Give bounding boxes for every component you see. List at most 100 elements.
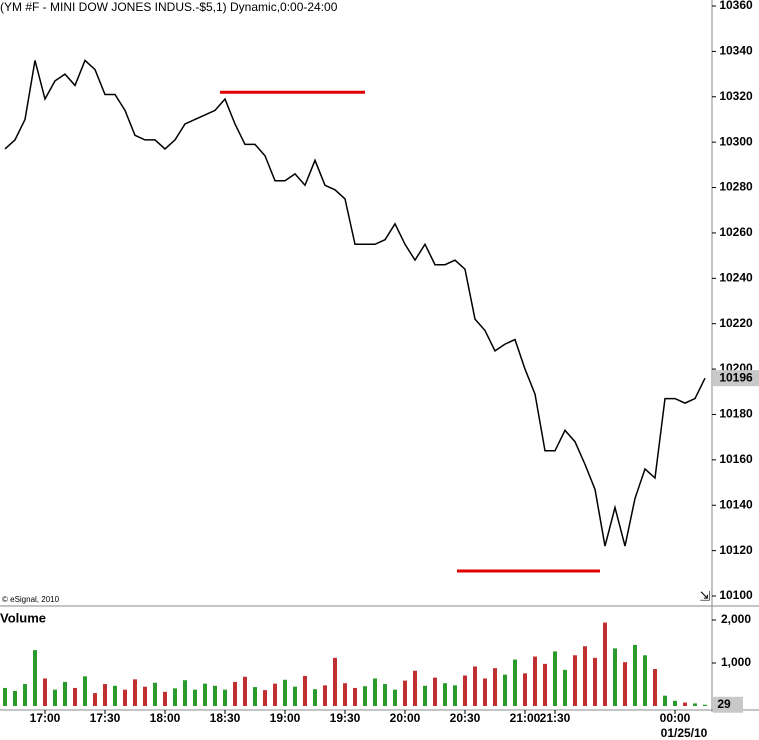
volume-bar <box>103 684 107 706</box>
scroll-icon[interactable]: ⇲ <box>700 588 711 603</box>
volume-bar <box>73 687 77 706</box>
volume-bar <box>393 689 397 706</box>
y-tick-label: 10100 <box>719 588 753 602</box>
volume-bar <box>23 684 27 706</box>
volume-bar <box>573 655 577 706</box>
volume-bar <box>483 678 487 706</box>
volume-bar <box>613 648 617 706</box>
x-tick-label: 20:30 <box>450 711 481 725</box>
x-tick-label: 17:30 <box>90 711 121 725</box>
volume-bar <box>643 655 647 706</box>
y-tick-label: 10140 <box>719 497 753 511</box>
current-volume-box <box>713 696 743 713</box>
volume-bar <box>303 675 307 706</box>
volume-bar <box>663 695 667 706</box>
volume-bar <box>33 650 37 706</box>
volume-bar <box>3 687 7 706</box>
y-tick-label: 10240 <box>719 270 753 284</box>
volume-y-tick-label: 1,000 <box>721 655 751 669</box>
volume-bar <box>693 703 697 706</box>
volume-bar <box>373 678 377 706</box>
volume-bar <box>433 677 437 706</box>
volume-bar <box>473 666 477 706</box>
volume-bar <box>263 690 267 706</box>
volume-bar <box>53 689 57 706</box>
x-tick-label: 18:30 <box>210 711 241 725</box>
volume-bar <box>333 657 337 706</box>
volume-bar <box>193 689 197 706</box>
date-label: 01/25/10 <box>661 726 708 740</box>
x-tick-label: 21:30 <box>540 711 571 725</box>
y-tick-label: 10300 <box>719 134 753 148</box>
volume-bar <box>153 682 157 706</box>
volume-bar <box>133 679 137 706</box>
volume-bar <box>543 663 547 706</box>
volume-bar <box>13 690 17 706</box>
volume-bar <box>623 662 627 706</box>
volume-bar <box>563 669 567 706</box>
volume-bar <box>283 679 287 706</box>
volume-bar <box>503 674 507 706</box>
volume-bar <box>493 668 497 706</box>
y-tick-label: 10320 <box>719 89 753 103</box>
volume-bar <box>603 622 607 706</box>
volume-bar <box>453 685 457 706</box>
volume-bar <box>553 651 557 706</box>
y-tick-label: 10220 <box>719 316 753 330</box>
volume-bar <box>293 686 297 706</box>
volume-bar <box>683 702 687 706</box>
copyright: © eSignal, 2010 <box>2 595 60 604</box>
volume-bar <box>223 689 227 706</box>
x-tick-label: 19:30 <box>330 711 361 725</box>
current-price-label: 10196 <box>719 370 753 384</box>
current-volume-label: 29 <box>717 697 731 711</box>
volume-bar <box>353 687 357 706</box>
x-tick-label: 17:00 <box>30 711 61 725</box>
chart-title: (YM #F - MINI DOW JONES INDUS.-$5,1) Dyn… <box>0 0 338 14</box>
y-tick-label: 10160 <box>719 452 753 466</box>
y-tick-label: 10280 <box>719 180 753 194</box>
volume-bar <box>163 691 167 706</box>
x-tick-label: 20:00 <box>390 711 421 725</box>
volume-bar <box>513 659 517 706</box>
volume-bar <box>633 644 637 706</box>
volume-bar <box>523 673 527 706</box>
volume-bar <box>113 685 117 706</box>
volume-bar <box>123 689 127 706</box>
volume-bar <box>43 678 47 706</box>
volume-bar <box>463 675 467 706</box>
volume-bar <box>323 685 327 706</box>
volume-bar <box>173 688 177 706</box>
y-tick-label: 10180 <box>719 407 753 421</box>
volume-bar <box>183 680 187 706</box>
volume-bar <box>63 681 67 706</box>
volume-bar <box>243 676 247 706</box>
y-tick-label: 10120 <box>719 543 753 557</box>
volume-bar <box>673 700 677 706</box>
volume-bar <box>213 685 217 706</box>
volume-bar <box>383 684 387 706</box>
volume-bar <box>143 686 147 706</box>
volume-bar <box>203 683 207 706</box>
y-tick-label: 10260 <box>719 225 753 239</box>
volume-bar <box>253 687 257 706</box>
volume-bar <box>423 685 427 706</box>
y-tick-label: 10360 <box>719 0 753 12</box>
volume-bar <box>233 681 237 706</box>
x-tick-label: 19:00 <box>270 711 301 725</box>
volume-bar <box>403 680 407 706</box>
volume-bar <box>93 693 97 706</box>
volume-bar <box>363 686 367 706</box>
volume-title: Volume <box>0 610 46 625</box>
volume-y-tick-label: 2,000 <box>721 612 751 626</box>
volume-bar <box>413 670 417 706</box>
volume-bar <box>533 656 537 706</box>
volume-bar <box>653 669 657 706</box>
volume-bar <box>313 689 317 706</box>
x-tick-label: 18:00 <box>150 711 181 725</box>
volume-bar <box>343 683 347 706</box>
y-tick-label: 10340 <box>719 44 753 58</box>
volume-bar <box>703 704 707 706</box>
current-price-box <box>713 370 759 387</box>
